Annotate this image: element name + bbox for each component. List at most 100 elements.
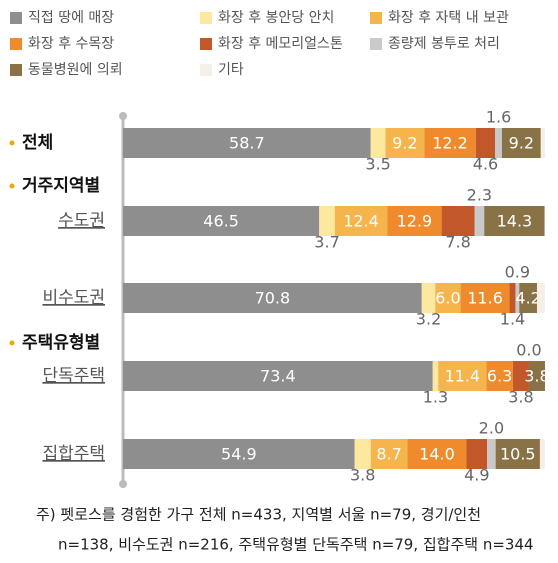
bar-segment xyxy=(123,128,371,158)
bar-segment xyxy=(540,128,545,158)
value-label: 1.3 xyxy=(423,388,448,407)
bar-segment xyxy=(484,206,545,236)
value-label: 2.3 xyxy=(467,186,492,205)
bar-segment xyxy=(528,361,545,391)
bar-segment xyxy=(509,283,516,313)
row-label: 수도권 xyxy=(58,211,105,231)
bullet xyxy=(9,140,15,146)
value-label: 9.2 xyxy=(509,134,534,153)
legend-swatch xyxy=(200,12,212,24)
group-label: 전체 xyxy=(22,133,53,153)
bar-segment xyxy=(387,206,442,236)
value-label: 3.2 xyxy=(416,310,441,329)
bar-segment xyxy=(501,128,541,158)
legend-label: 종량제 봉투로 처리 xyxy=(388,36,500,52)
value-label: 3.8 xyxy=(350,466,375,485)
bar-segment xyxy=(319,206,335,236)
axis-end xyxy=(119,112,127,120)
value-label: 11.6 xyxy=(467,289,503,308)
legend-swatch xyxy=(200,64,212,76)
bar-segment xyxy=(495,439,540,469)
bar-segment xyxy=(519,283,537,313)
bar-segment xyxy=(438,361,487,391)
value-label: 12.9 xyxy=(397,212,433,231)
bar-segment xyxy=(441,206,475,236)
value-label: 1.6 xyxy=(486,108,511,127)
bar-segment xyxy=(370,439,408,469)
legend-swatch xyxy=(370,12,382,24)
bar-segment xyxy=(474,206,485,236)
value-label: 70.8 xyxy=(255,289,291,308)
bar-segment xyxy=(432,361,439,391)
value-label: 14.3 xyxy=(497,212,533,231)
bar-segment xyxy=(334,206,388,236)
bar-segment xyxy=(539,439,545,469)
legend-label: 화장 후 자택 내 보관 xyxy=(388,10,509,26)
legend-label: 화장 후 봉안당 안치 xyxy=(218,10,334,26)
legend-label: 직접 땅에 매장 xyxy=(28,10,114,26)
bar-segment xyxy=(407,439,467,469)
legend-label: 화장 후 메모리얼스톤 xyxy=(218,36,343,52)
value-label: 4.2 xyxy=(515,289,540,308)
value-label: 9.2 xyxy=(392,134,417,153)
note: n=138, 비수도권 n=216, 주택유형별 단독주택 n=79, 집합주택… xyxy=(58,536,534,554)
value-label: 0.0 xyxy=(516,341,541,360)
bar-segment xyxy=(421,283,436,313)
value-label: 3.7 xyxy=(314,233,339,252)
bar-segment xyxy=(466,439,488,469)
legend-swatch xyxy=(10,12,22,24)
group-label: 주택유형별 xyxy=(22,332,100,353)
row-label: 집합주택 xyxy=(42,444,105,464)
bullet xyxy=(9,183,15,189)
bar-segment xyxy=(424,128,476,158)
group-label: 거주지역별 xyxy=(22,176,100,196)
bar-segment xyxy=(512,361,529,391)
value-label: 3.8 xyxy=(524,367,549,386)
bar-segment xyxy=(460,283,510,313)
value-label: 7.8 xyxy=(445,233,470,252)
value-label: 0.9 xyxy=(505,263,530,282)
value-label: 4.9 xyxy=(464,466,489,485)
value-label: 14.0 xyxy=(419,445,455,464)
row-label: 비수도권 xyxy=(42,288,105,308)
row-label: 단독주택 xyxy=(42,366,105,386)
bar-segment xyxy=(475,128,496,158)
value-label: 12.4 xyxy=(343,212,379,231)
value-label: 3.8 xyxy=(508,388,533,407)
bullet xyxy=(9,340,15,346)
value-label: 12.2 xyxy=(432,134,468,153)
bar-segment xyxy=(370,128,386,158)
bar-segment xyxy=(354,439,371,469)
bar-segment xyxy=(536,283,545,313)
value-label: 8.7 xyxy=(376,445,401,464)
bar-segment xyxy=(123,206,320,236)
value-label: 6.0 xyxy=(435,289,460,308)
value-label: 4.6 xyxy=(473,155,498,174)
value-label: 11.4 xyxy=(444,367,480,386)
value-label: 54.9 xyxy=(221,445,257,464)
legend-label: 기타 xyxy=(218,62,244,78)
bar-segment xyxy=(385,128,425,158)
legend-swatch xyxy=(200,38,212,50)
value-label: 73.4 xyxy=(260,367,296,386)
bar-segment xyxy=(486,361,513,391)
bar-segment xyxy=(123,361,433,391)
bar-segment xyxy=(435,283,461,313)
legend-swatch xyxy=(10,64,22,76)
value-label: 10.5 xyxy=(500,445,536,464)
bar-segment xyxy=(123,439,355,469)
axis-end xyxy=(119,480,127,488)
legend-swatch xyxy=(10,38,22,50)
bar-segment xyxy=(515,283,520,313)
value-label: 3.5 xyxy=(365,155,390,174)
value-label: 2.0 xyxy=(479,419,504,438)
legend-label: 화장 후 수목장 xyxy=(28,36,114,52)
legend-swatch xyxy=(370,38,382,50)
legend-label: 동물병원에 의뢰 xyxy=(28,62,123,78)
value-label: 6.3 xyxy=(487,367,512,386)
value-label: 46.5 xyxy=(203,212,239,231)
bar-segment xyxy=(487,439,496,469)
bar-segment xyxy=(123,283,422,313)
value-label: 58.7 xyxy=(229,134,265,153)
